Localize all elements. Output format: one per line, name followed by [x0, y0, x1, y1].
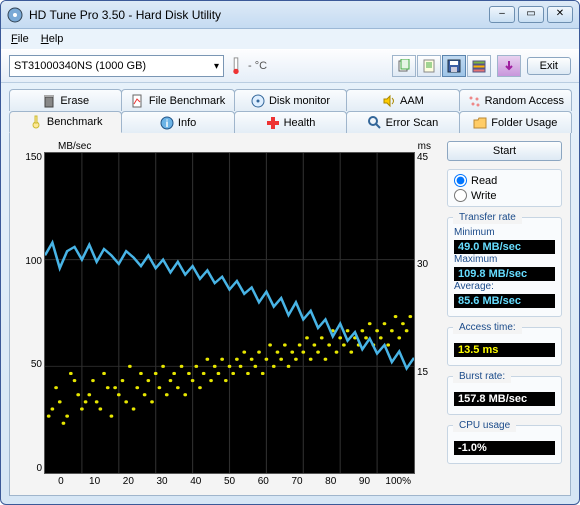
toolbar-group-1 [392, 55, 491, 77]
access-time-group: Access time: 13.5 ms [447, 327, 562, 366]
minimize-button[interactable]: – [489, 6, 515, 23]
tab-random-access[interactable]: Random Access [459, 89, 572, 111]
access-value: 13.5 ms [454, 343, 555, 357]
drive-select-value: ST31000340NS (1000 GB) [14, 60, 146, 72]
tab-disk-monitor[interactable]: Disk monitor [234, 89, 347, 111]
window-title: HD Tune Pro 3.50 - Hard Disk Utility [29, 8, 489, 22]
cpu-value: -1.0% [454, 441, 555, 455]
mode-read[interactable]: Read [454, 174, 555, 187]
titlebar: HD Tune Pro 3.50 - Hard Disk Utility – ▭… [1, 1, 579, 29]
app-icon [7, 7, 23, 23]
tabrow-lower: Benchmark iInfo Health Error Scan Folder… [9, 111, 571, 133]
menu-file[interactable]: FFileile [7, 31, 33, 47]
mode-group: Read Write [447, 169, 562, 207]
save-button[interactable] [442, 55, 466, 77]
max-value: 109.8 MB/sec [454, 267, 555, 281]
app-window: HD Tune Pro 3.50 - Hard Disk Utility – ▭… [0, 0, 580, 505]
action-button[interactable] [497, 55, 521, 77]
exit-button[interactable]: Exit [527, 57, 571, 75]
avg-value: 85.6 MB/sec [454, 294, 555, 308]
tab-aam[interactable]: AAM [346, 89, 459, 111]
drive-select[interactable]: ST31000340NS (1000 GB) ▾ [9, 55, 224, 77]
maximize-button[interactable]: ▭ [518, 6, 544, 23]
menu-help[interactable]: HHelpelp [37, 31, 68, 47]
tab-info[interactable]: iInfo [121, 111, 234, 133]
y-left-label: MB/sec [58, 141, 91, 152]
tab-content: MB/sec ms 150100500 453015 0102030405060… [9, 133, 571, 496]
window-controls: – ▭ ✕ [489, 6, 573, 23]
thermometer-icon [230, 55, 242, 77]
copy-text-button[interactable] [417, 55, 441, 77]
tab-error-scan[interactable]: Error Scan [346, 111, 459, 133]
temperature-label: - °C [248, 60, 267, 72]
transfer-rate-group: Transfer rate Minimum 49.0 MB/sec Maximu… [447, 217, 562, 317]
tab-health[interactable]: Health [234, 111, 347, 133]
tab-benchmark[interactable]: Benchmark [9, 111, 122, 133]
mode-write[interactable]: Write [454, 189, 555, 202]
y-right-label: ms [418, 141, 431, 152]
tabrow-upper: Erase File Benchmark Disk monitor AAM Ra… [9, 89, 571, 111]
min-value: 49.0 MB/sec [454, 240, 555, 254]
y-axis-left: 150100500 [18, 152, 44, 474]
copy-info-button[interactable] [392, 55, 416, 77]
toolbar-group-2 [497, 55, 521, 77]
cpu-usage-group: CPU usage -1.0% [447, 425, 562, 464]
stats-sidebar: Start Read Write Transfer rate Minimum 4… [447, 141, 562, 487]
burst-rate-group: Burst rate: 157.8 MB/sec [447, 376, 562, 415]
y-axis-right: 453015 [415, 152, 441, 474]
chevron-down-icon: ▾ [214, 61, 219, 72]
tab-file-benchmark[interactable]: File Benchmark [121, 89, 234, 111]
tab-folder-usage[interactable]: Folder Usage [459, 111, 572, 133]
svg-text:i: i [166, 119, 169, 130]
chart-plot [44, 152, 415, 474]
tab-erase[interactable]: Erase [9, 89, 122, 111]
close-button[interactable]: ✕ [547, 6, 573, 23]
tabs-area: Erase File Benchmark Disk monitor AAM Ra… [1, 83, 579, 504]
menubar: FFileile HHelpelp [1, 29, 579, 49]
x-axis: 0102030405060708090100% [18, 474, 441, 487]
settings-button[interactable] [467, 55, 491, 77]
start-button[interactable]: Start [447, 141, 562, 161]
toolbar: ST31000340NS (1000 GB) ▾ - °C Exit [1, 49, 579, 83]
burst-value: 157.8 MB/sec [454, 392, 555, 406]
benchmark-chart: MB/sec ms 150100500 453015 0102030405060… [18, 141, 441, 487]
